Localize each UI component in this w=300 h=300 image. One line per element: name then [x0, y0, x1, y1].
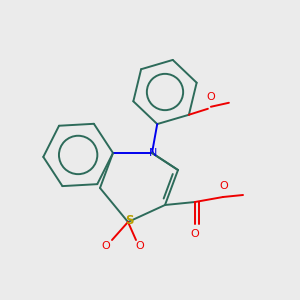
Text: O: O	[190, 229, 200, 239]
Text: S: S	[125, 214, 133, 227]
Text: N: N	[149, 148, 157, 158]
Text: O: O	[220, 181, 228, 191]
Text: O: O	[136, 241, 144, 251]
Text: O: O	[102, 241, 110, 251]
Text: O: O	[206, 92, 215, 102]
